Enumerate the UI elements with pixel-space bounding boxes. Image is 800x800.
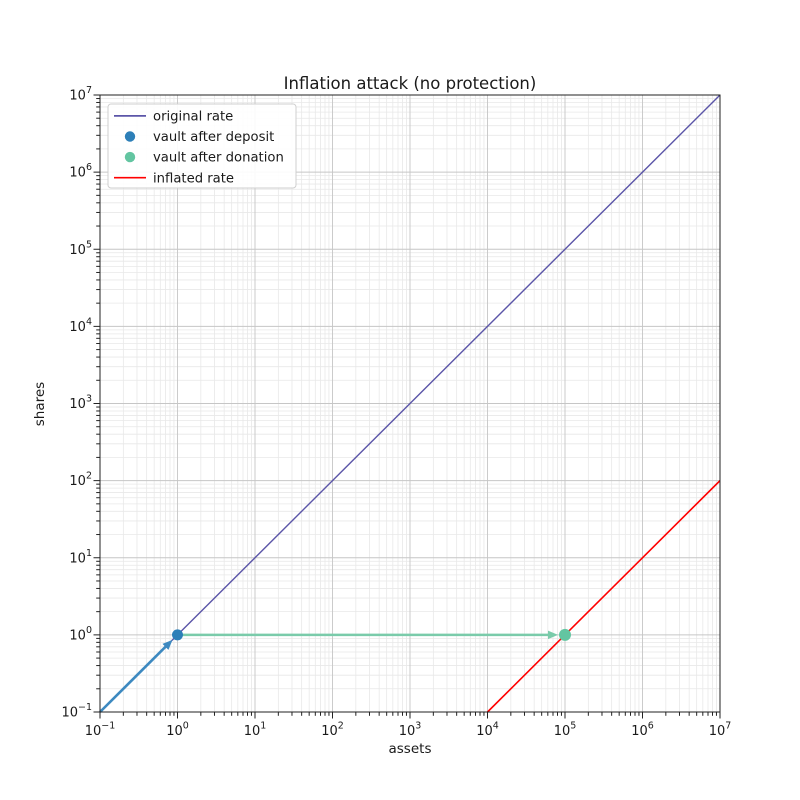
data-point-vault-after-deposit (172, 629, 183, 641)
y-tick-label: 104 (69, 316, 92, 335)
legend-label-vault-after-donation: vault after donation (153, 151, 284, 166)
tick-labels: 10−1 100 101 102 103 104 105 106 107 10−1 100 101 10… (61, 85, 731, 739)
x-axis-label: assets (389, 741, 432, 757)
y-tick-label: 102 (69, 471, 92, 490)
x-tick-label: 100 (166, 721, 189, 740)
x-tick-label: 107 (709, 721, 732, 740)
y-axis-label: shares (32, 382, 48, 426)
series-layer (99, 94, 721, 713)
data-point-vault-after-donation (559, 628, 571, 641)
y-tick-label: 100 (69, 625, 92, 644)
annotation-arrows (99, 630, 558, 713)
deposit-arrow-head (162, 639, 173, 650)
series-line-inflated-rate (486, 480, 721, 713)
axis-ticks (93, 94, 721, 719)
chart-title: Inflation attack (no protection) (284, 74, 537, 93)
donation-arrow-head (548, 630, 558, 640)
y-tick-label: 107 (69, 85, 92, 104)
x-tick-label: 101 (244, 721, 267, 740)
legend-label-inflated-rate: inflated rate (153, 171, 234, 186)
x-tick-label: 103 (399, 721, 422, 740)
x-tick-label: 106 (631, 721, 654, 740)
data-points-layer (172, 628, 571, 641)
legend: original rate vault after deposit vault af… (107, 103, 297, 189)
deposit-arrow-shaft (99, 642, 170, 713)
x-tick-label: 102 (321, 721, 344, 740)
y-tick-label: 105 (69, 239, 92, 258)
y-tick-label: 101 (69, 548, 92, 567)
x-tick-label: 104 (476, 721, 499, 740)
series-line-original-rate (99, 94, 721, 713)
legend-marker-swatch-vault-after-donation (124, 151, 136, 163)
legend-box (107, 103, 297, 189)
y-tick-label: 106 (69, 162, 92, 181)
legend-marker-swatch-vault-after-deposit (124, 131, 136, 142)
y-tick-label: 103 (69, 394, 92, 413)
x-tick-label: 105 (554, 721, 577, 740)
y-tick-label: 10−1 (61, 702, 92, 721)
legend-label-original-rate: original rate (153, 110, 233, 125)
legend-label-vault-after-deposit: vault after deposit (153, 130, 274, 145)
x-tick-label: 10−1 (85, 721, 116, 740)
